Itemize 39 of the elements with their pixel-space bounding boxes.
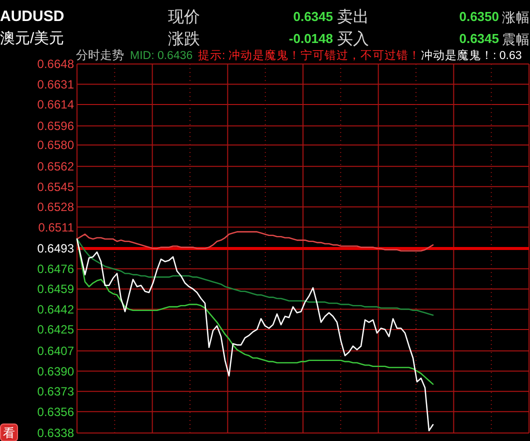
text: 涨跌: [168, 30, 200, 48]
y-tick-label: 0.6528: [37, 200, 74, 214]
y-tick-label: 0.6596: [37, 119, 74, 134]
text: 0.6345: [293, 9, 333, 24]
y-tick-label: 0.6373: [37, 384, 74, 399]
y-tick-label: 0.6338: [37, 426, 74, 440]
y-tick-label: 0.6459: [37, 282, 74, 296]
text: -0.0148: [288, 31, 333, 46]
text: 0.6345: [459, 31, 499, 46]
text: MID: 0.6436: [130, 50, 193, 62]
line-series: [76, 238, 434, 432]
y-tick-label: 0.6648: [37, 57, 74, 72]
text: 涨幅: [502, 10, 530, 25]
text: 现价: [168, 9, 200, 26]
text: 卖出: [337, 8, 369, 26]
y-tick-label: 0.6580: [37, 138, 74, 152]
chart-subtitle: 澳元/美元: [0, 30, 64, 47]
y-tick-label: 0.6493: [37, 242, 74, 256]
text: 0.6350: [459, 9, 499, 24]
y-tick-label: 0.6545: [37, 180, 74, 194]
text: 提示: 冲动是魔鬼！宁可错过，不可过错！: [198, 48, 420, 62]
y-tick-label: 0.6562: [37, 160, 74, 174]
y-tick-label: 0.6356: [37, 404, 74, 419]
y-tick-label: 0.6511: [38, 220, 74, 234]
y-tick-label: 0.6631: [37, 77, 74, 92]
y-tick-label: 0.6476: [37, 262, 74, 276]
chart-title: AUDUSD: [0, 8, 64, 25]
line-series: [76, 231, 434, 252]
text: 震幅: [502, 32, 530, 47]
text: 分时走势: [76, 48, 124, 62]
line-series: [76, 238, 434, 316]
y-tick-label: 0.6390: [37, 364, 74, 378]
y-tick-label: 0.6442: [37, 302, 74, 316]
text: 买入: [337, 30, 369, 48]
y-tick-label: 0.6407: [37, 344, 74, 358]
y-tick-label: 0.6425: [37, 322, 74, 337]
text: 冲动是魔鬼！: 0.63: [421, 48, 522, 62]
y-tick-label: 0.6614: [37, 98, 74, 112]
text: 看: [3, 426, 15, 440]
